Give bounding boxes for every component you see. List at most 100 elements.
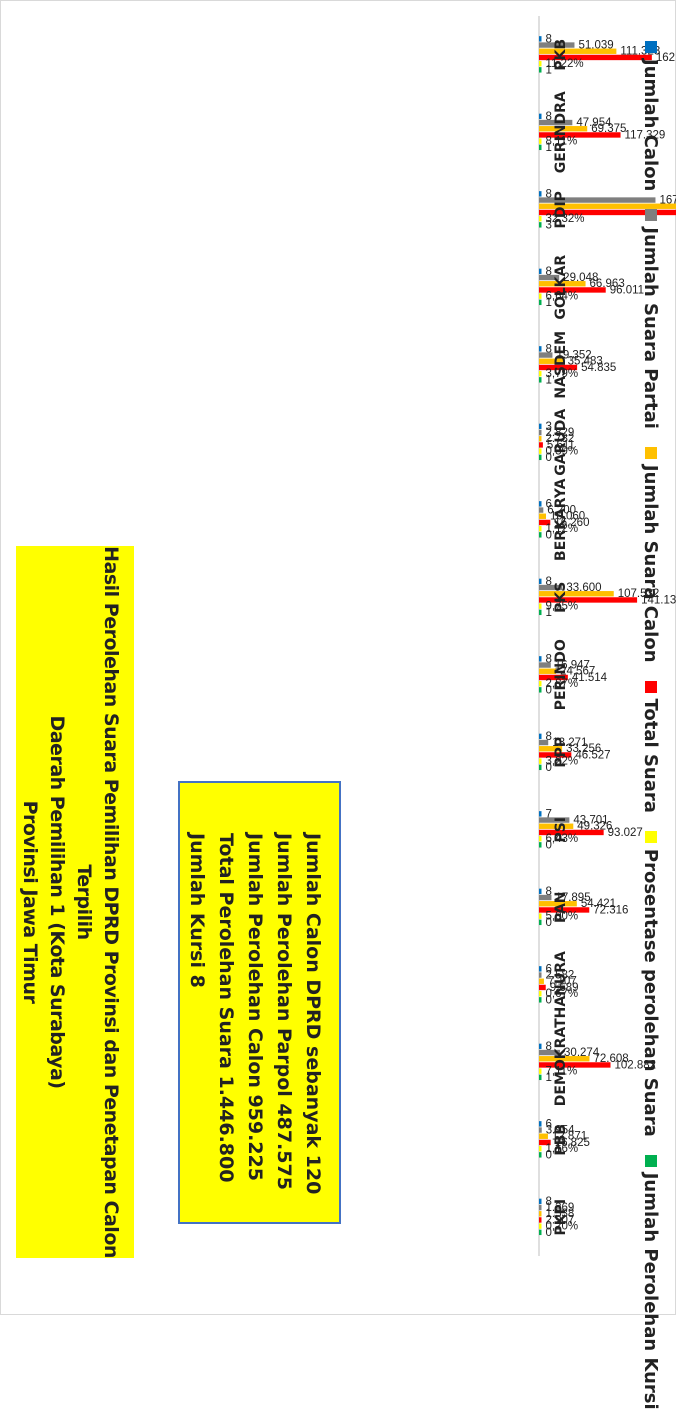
bar-pbb-jumlah-suara-partai (538, 1127, 542, 1133)
value-label-nasdem-jumlah-perolehan-kursi: 1 (546, 374, 552, 386)
bar-pan-total-suara (539, 907, 590, 913)
value-label-pan-jumlah-suara-partai: 17.895 (555, 892, 590, 904)
bar-pbb-jumlah-suara-calon (538, 1133, 548, 1139)
bar-golkar-jumlah-perolehan-kursi (539, 299, 542, 306)
value-label-ppp-total-suara: 46.527 (575, 749, 610, 761)
category-label-demokrat: DEMOKRAT (553, 1018, 569, 1106)
bar-pbb-jumlah-perolehan-kursi (539, 1152, 542, 1158)
info-line-total-votes: Total Perolehan Suara 1.446.800 (215, 833, 237, 1183)
value-label-pks-jumlah-suara-calon: 107.532 (618, 588, 660, 600)
value-label-ppp-jumlah-perolehan-kursi: 0 (546, 762, 552, 774)
value-label-pkpi-jumlah-calon: 8 (546, 1196, 552, 1208)
category-label-pan: PAN (553, 891, 569, 923)
value-label-hanura-jumlah-suara-calon: 7.107 (548, 976, 577, 988)
bar-perindo-total-suara (538, 674, 568, 681)
chart-title-line-1: Hasil Perolehan Suara Pemilihan DPRD Pro… (73, 546, 122, 1258)
value-label-pkpi-jumlah-suara-partai: 1.369 (546, 1202, 575, 1214)
chart-title-line-2: Daerah Pemilihan 1 (Kota Surabaya) (46, 715, 68, 1089)
value-label-berkarya-jumlah-suara-partai: 6.200 (547, 504, 576, 516)
bar-pbb-total-suara (538, 1139, 551, 1146)
value-label-pan-prosentase-perolehan-suara: 5,00% (546, 911, 579, 923)
value-label-golkar-jumlah-suara-calon: 66.963 (590, 278, 625, 290)
bar-garuda-jumlah-calon (539, 423, 542, 430)
value-label-demokrat-jumlah-perolehan-kursi: 1 (546, 1072, 552, 1084)
info-line-party-votes: Jumlah Perolehan Parpol 487.575 (273, 833, 295, 1190)
category-label-berkarya: BERKARYA (553, 478, 569, 561)
bar-perindo-jumlah-calon (539, 656, 542, 662)
legend-item-total-suara: Total Suara (641, 680, 662, 813)
value-label-gerindra-jumlah-suara-calon: 69.375 (591, 123, 626, 135)
legend-swatch-suara-calon (645, 446, 657, 459)
bar-golkar-jumlah-suara-calon (538, 281, 586, 287)
bar-berkarya-total-suara (539, 519, 551, 526)
value-label-pan-total-suara: 72.316 (593, 904, 628, 916)
value-label-golkar-jumlah-suara-partai: 29.048 (563, 272, 598, 284)
bar-demokrat-jumlah-suara-partai (538, 1049, 561, 1056)
bar-berkarya-jumlah-calon (539, 501, 542, 507)
bar-pan-prosentase-perolehan-suara (539, 913, 542, 919)
bar-psi-prosentase-perolehan-suara (539, 835, 542, 842)
value-label-pkpi-total-suara: 2.907 (546, 1214, 575, 1226)
bar-pks-jumlah-calon (539, 578, 542, 585)
value-label-nasdem-prosentase-perolehan-suara: 3,79% (546, 368, 579, 380)
bar-pkb-total-suara (539, 54, 652, 61)
chart-title-line-3: Provinsi Jawa Timur (19, 800, 41, 1004)
value-label-pks-jumlah-calon: 8 (546, 576, 552, 588)
category-label-pbb: PBB (553, 1124, 569, 1156)
value-label-pkb-prosentase-perolehan-suara: 11,22% (546, 58, 584, 70)
bar-chart: 851.039111.323162.36211,22%1PKB847.95469… (538, 16, 676, 1256)
bar-hanura-jumlah-calon (539, 966, 542, 972)
bar-garuda-total-suara (538, 442, 543, 448)
bar-nasdem-jumlah-perolehan-kursi (539, 377, 542, 383)
legend-item-suara-calon: Jumlah Suara Calon (641, 446, 662, 663)
value-label-ppp-jumlah-suara-partai: 13.271 (552, 737, 587, 749)
value-label-pks-prosentase-perolehan-suara: 9,75% (546, 601, 579, 613)
value-label-hanura-jumlah-calon: 6 (546, 963, 552, 975)
value-label-gerindra-jumlah-suara-partai: 47.954 (576, 117, 612, 129)
bar-perindo-jumlah-suara-partai (538, 662, 551, 668)
value-label-pkb-total-suara: 162.362 (656, 52, 676, 64)
value-label-berkarya-jumlah-calon: 6 (546, 498, 552, 510)
value-label-garuda-prosentase-perolehan-suara: 0,39% (546, 446, 579, 458)
bar-pks-jumlah-suara-partai (539, 584, 563, 591)
value-label-gerindra-total-suara: 117.329 (625, 129, 666, 141)
bar-pan-jumlah-suara-calon (539, 901, 577, 907)
bar-golkar-jumlah-suara-partai (539, 274, 560, 281)
bar-garuda-prosentase-perolehan-suara (539, 448, 542, 454)
value-label-garuda-jumlah-suara-calon: 2.782 (546, 433, 575, 445)
bar-perindo-prosentase-perolehan-suara (539, 680, 542, 687)
bar-nasdem-prosentase-perolehan-suara (539, 370, 542, 377)
bar-gerindra-total-suara (539, 132, 621, 138)
value-label-psi-total-suara: 93.027 (608, 827, 643, 839)
info-line-seats: Jumlah Kursi 8 (186, 833, 208, 988)
value-label-pdip-jumlah-suara-partai: 167.560 (659, 194, 676, 206)
value-label-hanura-prosentase-perolehan-suara: 0,67% (546, 988, 579, 1000)
value-label-garuda-jumlah-perolehan-kursi: 0 (546, 452, 552, 464)
bar-gerindra-prosentase-perolehan-suara (539, 138, 542, 144)
category-label-pkb: PKB (553, 39, 569, 71)
bar-pkb-jumlah-perolehan-kursi (539, 67, 542, 73)
bar-pks-jumlah-suara-calon (539, 591, 614, 597)
value-label-pkb-jumlah-perolehan-kursi: 1 (546, 64, 552, 76)
bar-pdip-jumlah-calon (539, 191, 542, 197)
legend-swatch-jumlah-calon (645, 41, 657, 53)
value-label-psi-jumlah-suara-partai: 43.701 (573, 814, 608, 826)
bar-golkar-prosentase-perolehan-suara (539, 293, 542, 299)
value-label-pks-jumlah-perolehan-kursi: 1 (546, 607, 552, 619)
bar-ppp-prosentase-perolehan-suara (539, 758, 542, 764)
value-label-ppp-prosentase-perolehan-suara: 3,22% (546, 756, 579, 768)
value-label-pkb-jumlah-calon: 8 (546, 33, 552, 45)
bar-hanura-total-suara (539, 984, 546, 991)
value-label-pks-total-suara: 141.132 (641, 594, 676, 606)
value-label-garuda-total-suara: 5.611 (547, 439, 575, 451)
category-label-ppp: PPP (553, 737, 569, 768)
value-label-pbb-jumlah-suara-partai: 3.954 (546, 1124, 575, 1136)
value-label-pdip-prosentase-perolehan-suara: 32,32% (546, 213, 585, 225)
bar-pbb-jumlah-calon (539, 1121, 542, 1127)
bar-pkpi-jumlah-perolehan-kursi (539, 1229, 542, 1236)
value-label-pbb-total-suara: 16.825 (555, 1137, 590, 1149)
legend-label-kursi: Jumlah Perolehan Kursi (640, 1172, 662, 1410)
value-label-ppp-jumlah-calon: 8 (546, 731, 552, 743)
legend-swatch-suara-partai (645, 209, 657, 222)
